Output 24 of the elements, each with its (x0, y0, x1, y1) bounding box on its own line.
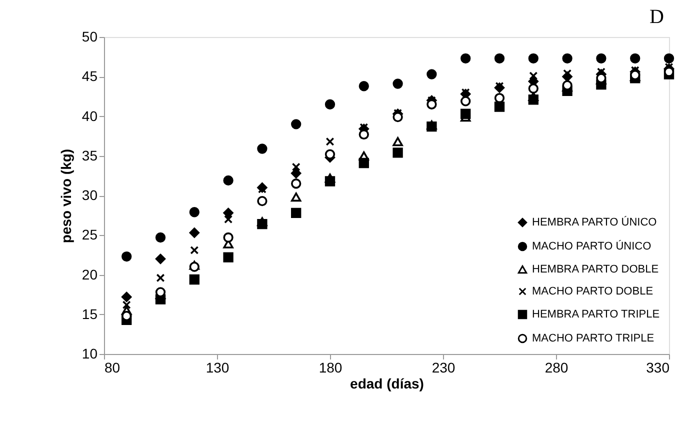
x-tick-label: 180 (318, 360, 342, 376)
y-tick-label: 30 (82, 187, 98, 203)
y-tick-label: 45 (82, 68, 98, 84)
y-tick-label: 50 (82, 28, 98, 44)
y-tick-label: 20 (82, 266, 98, 282)
x-tick-label: 330 (646, 360, 670, 376)
x-tick-label: 280 (544, 360, 568, 376)
y-tick-label: 15 (82, 306, 98, 322)
x-tick-label: 80 (104, 360, 120, 376)
y-tick-label: 40 (82, 108, 98, 124)
legend-label: MACHO PARTO ÚNICO (532, 240, 652, 252)
y-tick-label: 25 (82, 226, 98, 243)
text: D (650, 6, 664, 28)
legend-label: MACHO PARTO TRIPLE (532, 332, 654, 344)
x-tick-label: 230 (432, 360, 456, 376)
legend-label: HEMBRA PARTO TRIPLE (532, 308, 660, 320)
y-tick-label: 35 (82, 147, 98, 164)
legend-label: HEMBRA PARTO ÚNICO (532, 216, 658, 228)
x-axis-title: edad (días) (350, 376, 424, 392)
y-axis-title: peso vivo (kg) (58, 148, 74, 244)
legend-label: HEMBRA PARTO DOBLE (532, 264, 659, 276)
legend-label: MACHO PARTO DOBLE (532, 286, 654, 298)
x-tick-label: 130 (206, 360, 230, 376)
y-tick-label: 10 (82, 346, 98, 362)
